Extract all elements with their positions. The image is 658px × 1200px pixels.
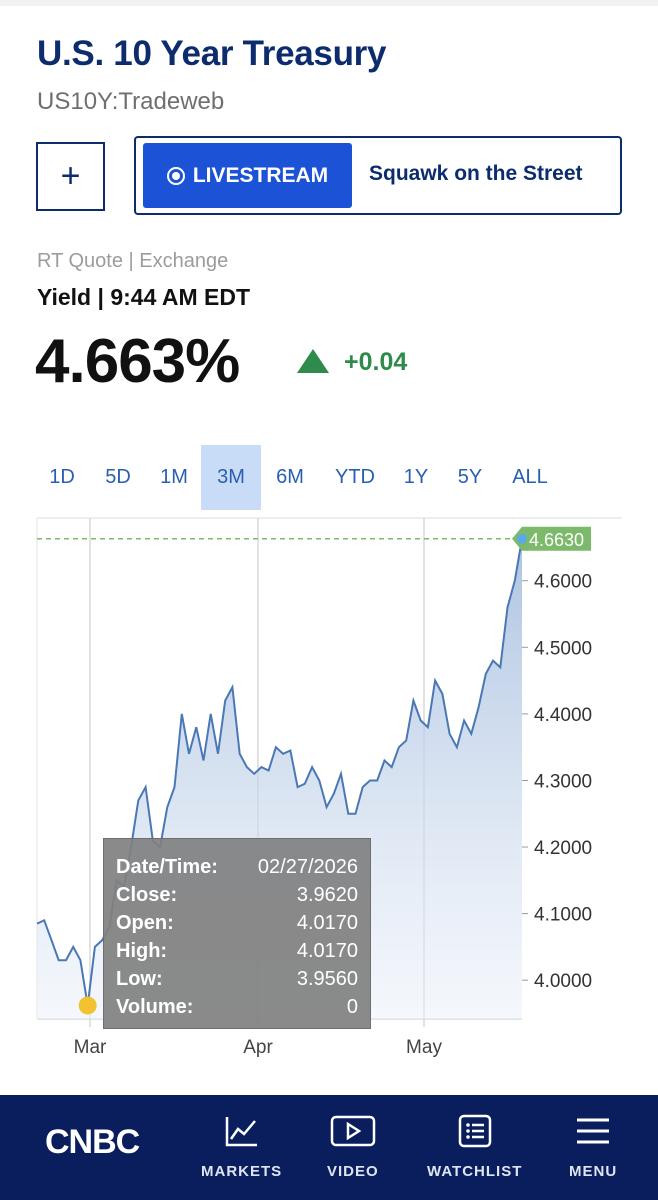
last-value-badge: 4.6630 [512, 526, 591, 551]
range-tab-ytd[interactable]: YTD [335, 466, 375, 488]
quote-source: RT Quote | Exchange [37, 250, 229, 272]
range-tabs: 1D 5D 1M 3M 6M YTD 1Y 5Y ALL [32, 445, 622, 510]
livestream-label: LIVESTREAM [192, 163, 329, 187]
y-tick-label: 4.5000 [534, 638, 592, 659]
bottom-nav: CNBC MARKETS VIDEO WATCHLIST MENU [0, 1095, 658, 1200]
up-arrow-icon [297, 349, 329, 373]
range-tab-1y[interactable]: 1Y [403, 466, 429, 488]
symbol-subtitle: US10Y:Tradeweb [37, 88, 225, 115]
hamburger-icon [575, 1113, 611, 1149]
yield-time: Yield | 9:44 AM EDT [37, 284, 251, 310]
y-tick-label: 4.1000 [534, 905, 592, 926]
range-tab-all[interactable]: ALL [512, 466, 548, 488]
y-tick-label: 4.6000 [534, 572, 592, 593]
tooltip-row: Open: 4.0170 [116, 912, 358, 934]
y-tick-label: 4.2000 [534, 838, 592, 859]
last-point-dot [517, 533, 527, 544]
nav-markets[interactable]: MARKETS [201, 1113, 282, 1180]
range-tab-1m[interactable]: 1M [160, 466, 188, 488]
x-tick-label: May [406, 1037, 442, 1058]
y-tick-label: 4.0000 [534, 971, 592, 992]
list-icon [458, 1113, 492, 1149]
nav-video[interactable]: VIDEO [327, 1113, 379, 1180]
range-tab-3m[interactable]: 3M [201, 445, 261, 510]
nav-menu[interactable]: MENU [569, 1113, 617, 1180]
cnbc-logo[interactable]: CNBC [45, 1123, 140, 1161]
live-dot-icon [166, 166, 185, 185]
show-name[interactable]: Squawk on the Street [369, 162, 583, 185]
x-tick-label: Apr [243, 1037, 273, 1058]
top-divider [0, 0, 658, 6]
tooltip-row: Close: 3.9620 [116, 884, 358, 906]
livestream-button[interactable]: LIVESTREAM [143, 143, 352, 208]
tooltip-row: Low: 3.9560 [116, 968, 358, 990]
range-tab-5d[interactable]: 5D [105, 466, 131, 488]
range-tab-5y[interactable]: 5Y [457, 466, 483, 488]
play-icon [330, 1113, 376, 1149]
chart-tooltip: Date/Time: 02/27/2026 Close: 3.9620 Open: 4… [103, 838, 371, 1029]
tooltip-row: High: 4.0170 [116, 940, 358, 962]
nav-watchlist[interactable]: WATCHLIST [427, 1113, 522, 1180]
y-tick-label: 4.3000 [534, 771, 592, 792]
tooltip-row: Date/Time: 02/27/2026 [116, 856, 358, 878]
range-tab-1d[interactable]: 1D [49, 466, 75, 488]
highlight-point [78, 996, 97, 1015]
range-tab-6m[interactable]: 6M [276, 466, 304, 488]
chart-line-icon [225, 1113, 259, 1149]
price-change: +0.04 [344, 348, 408, 376]
add-to-watchlist-button[interactable]: + [36, 142, 105, 211]
tooltip-row: Volume: 0 [116, 996, 358, 1018]
livestream-banner[interactable]: LIVESTREAM Squawk on the Street [134, 136, 622, 215]
x-tick-label: Mar [74, 1037, 107, 1058]
page-title: U.S. 10 Year Treasury [37, 34, 387, 73]
price-value: 4.663% [35, 327, 240, 396]
y-tick-label: 4.4000 [534, 705, 592, 726]
last-value-label: 4.6630 [529, 530, 584, 550]
